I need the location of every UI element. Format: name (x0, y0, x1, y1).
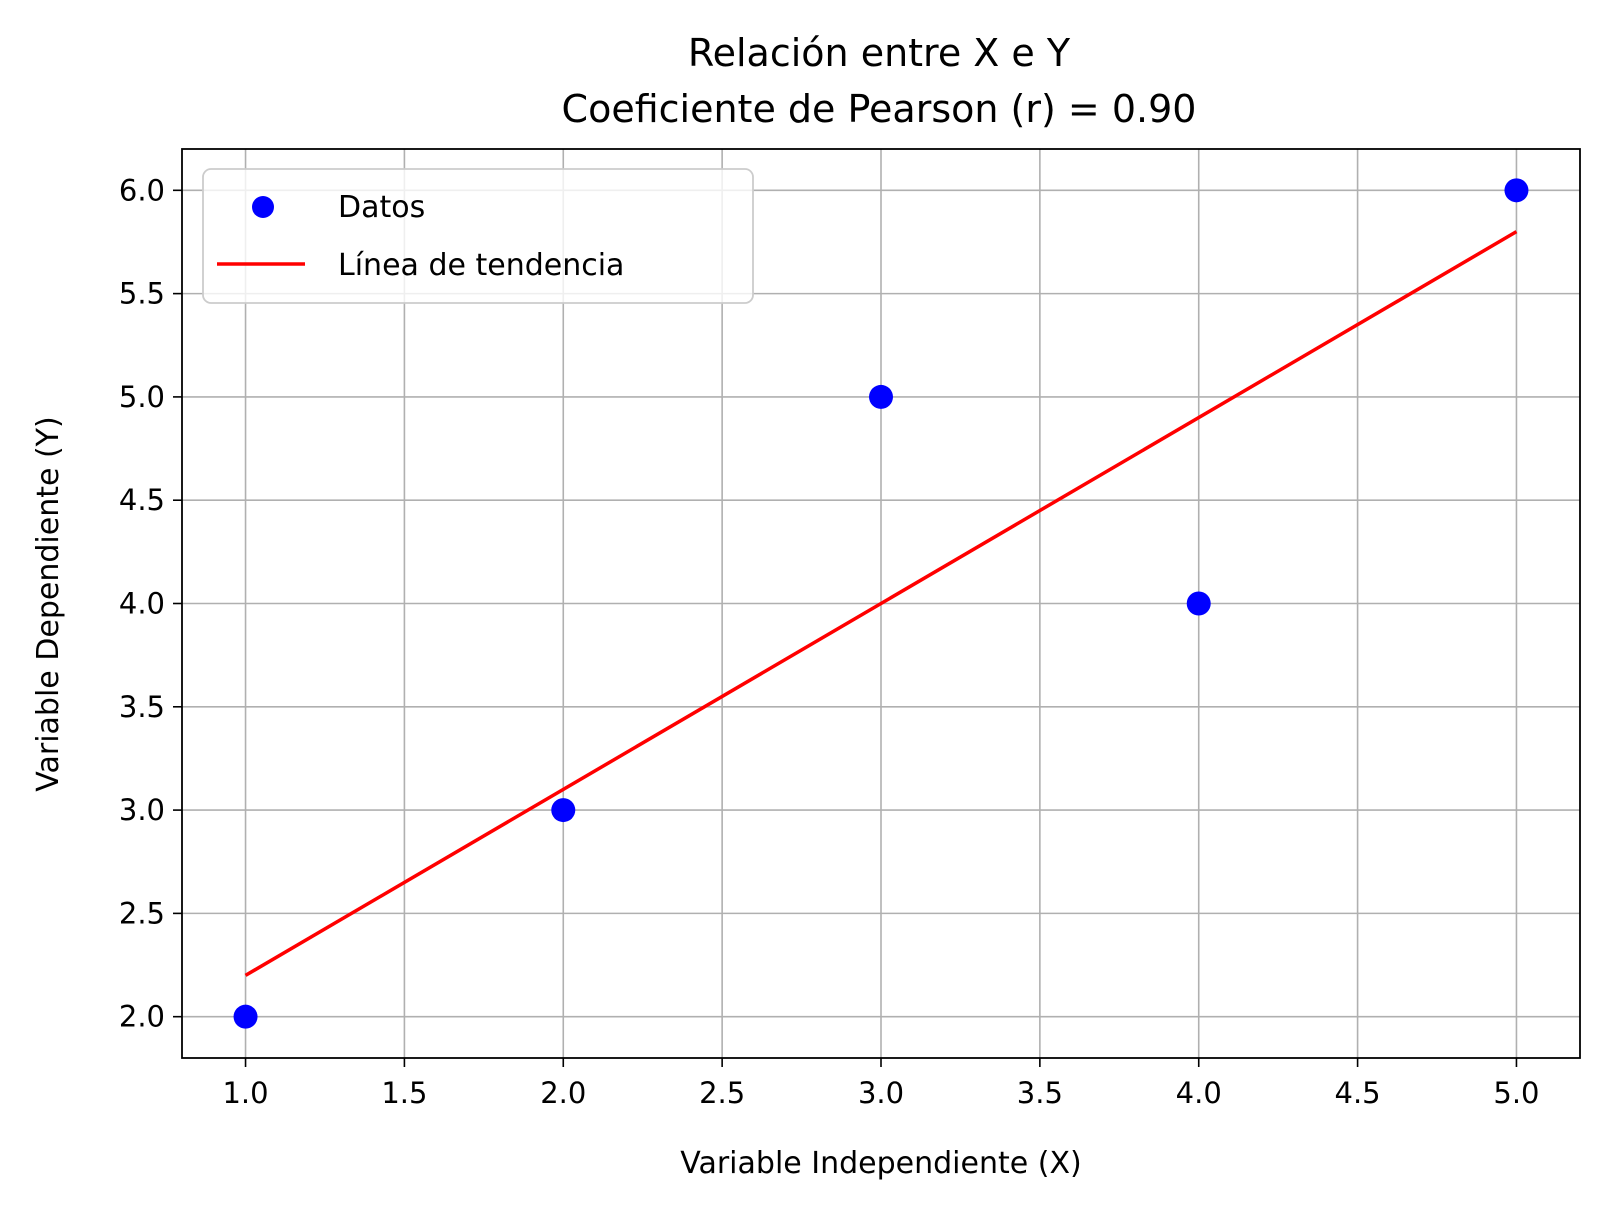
x-tick-label: 2.5 (699, 1076, 745, 1110)
data-point (233, 1004, 258, 1029)
y-tick-label: 3.0 (119, 793, 165, 827)
y-axis-label: Variable Dependiente (Y) (31, 416, 66, 791)
x-tick-label: 5.0 (1493, 1076, 1539, 1110)
chart-title-line-1: Relación entre X e Y (688, 31, 1071, 75)
y-tick-label: 4.0 (119, 587, 165, 621)
legend-marker-datos (252, 196, 274, 218)
x-axis-label: Variable Independiente (X) (680, 1146, 1081, 1181)
data-point (1504, 178, 1529, 203)
plot-series (233, 178, 1529, 1029)
data-point (1186, 591, 1211, 616)
legend-label-datos: Datos (338, 190, 425, 225)
data-point (551, 798, 576, 823)
y-tick-label: 2.0 (119, 1000, 165, 1034)
axis-ticks: 1.0 1.5 2.0 2.5 3.0 3.5 4.0 4.5 5.0 2.0 2.5 3.0 3.5 4… (119, 173, 1540, 1110)
chart-title-line-2: Coeficiente de Pearson (r) = 0.90 (562, 87, 1197, 131)
y-tick-label: 2.5 (119, 896, 165, 930)
x-tick-label: 1.5 (381, 1076, 427, 1110)
y-tick-label: 4.5 (119, 483, 165, 517)
x-tick-label: 2.0 (540, 1076, 586, 1110)
y-tick-label: 5.0 (119, 380, 165, 414)
plot-area-frame (181, 148, 1581, 1059)
x-tick-label: 3.5 (1017, 1076, 1063, 1110)
x-tick-label: 1.0 (222, 1076, 268, 1110)
x-tick-label: 3.0 (858, 1076, 904, 1110)
legend-box (202, 168, 754, 304)
x-tick-label: 4.5 (1335, 1076, 1381, 1110)
x-tick-label: 4.0 (1176, 1076, 1222, 1110)
legend-label-tendencia: Línea de tendencia (338, 248, 624, 283)
y-tick-label: 6.0 (119, 173, 165, 207)
trend-line (244, 230, 1518, 977)
data-point (869, 384, 893, 409)
legend: Datos Línea de tendencia (202, 168, 754, 304)
y-tick-label: 3.5 (119, 690, 165, 724)
y-tick-label: 5.5 (119, 277, 165, 311)
